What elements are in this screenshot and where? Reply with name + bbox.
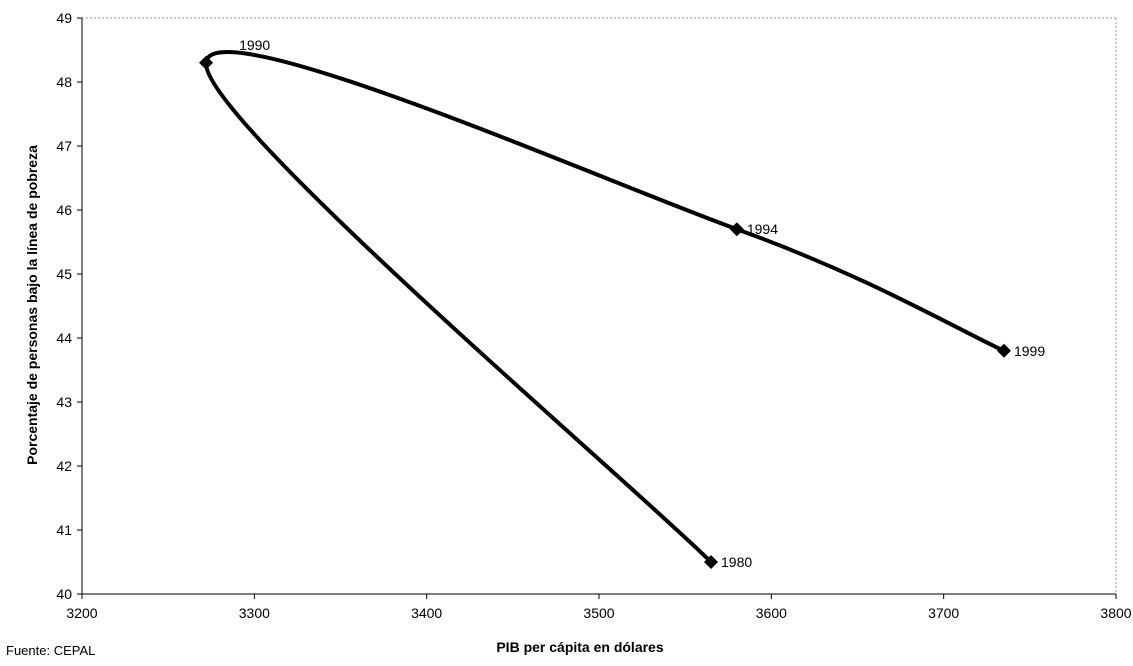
x-tick-label: 3800 <box>1100 605 1131 621</box>
y-tick-label: 48 <box>56 74 72 90</box>
series <box>204 50 1006 564</box>
y-tick-label: 47 <box>56 138 72 154</box>
x-tick-label: 3200 <box>66 605 97 621</box>
y-tick-label: 40 <box>56 586 72 602</box>
y-tick-label: 45 <box>56 266 72 282</box>
x-tick-label: 3500 <box>583 605 614 621</box>
point-label: 1990 <box>239 37 270 53</box>
data-points: 1980 1990 1994 1999 <box>199 37 1045 570</box>
point-marker <box>199 55 214 70</box>
y-tick-label: 46 <box>56 202 72 218</box>
x-tick-label: 3400 <box>411 605 442 621</box>
x-tick-label: 3300 <box>239 605 270 621</box>
point-marker <box>996 343 1011 358</box>
y-tick-label: 43 <box>56 394 72 410</box>
point-marker <box>729 222 744 237</box>
y-axis-title: Porcentaje de personas bajo la línea de … <box>24 145 40 465</box>
point-label: 1980 <box>721 554 752 570</box>
point-label: 1994 <box>747 221 778 237</box>
y-tick-label: 49 <box>56 10 72 26</box>
x-tick-label: 3700 <box>928 605 959 621</box>
source-note: Fuente: CEPAL <box>6 643 96 658</box>
x-axis-title: PIB per cápita en dólares <box>496 639 663 655</box>
plot-area <box>81 17 1117 595</box>
y-axis-ticks: 40 41 42 43 44 45 46 47 48 49 <box>56 10 82 602</box>
y-tick-label: 42 <box>56 458 72 474</box>
y-tick-label: 41 <box>56 522 72 538</box>
series-line <box>204 50 1006 564</box>
point-marker <box>704 555 719 569</box>
point-label: 1999 <box>1014 343 1045 359</box>
x-tick-label: 3600 <box>756 605 787 621</box>
y-tick-label: 44 <box>56 330 72 346</box>
x-axis-ticks: 3200 3300 3400 3500 3600 3700 3800 <box>66 594 1132 621</box>
